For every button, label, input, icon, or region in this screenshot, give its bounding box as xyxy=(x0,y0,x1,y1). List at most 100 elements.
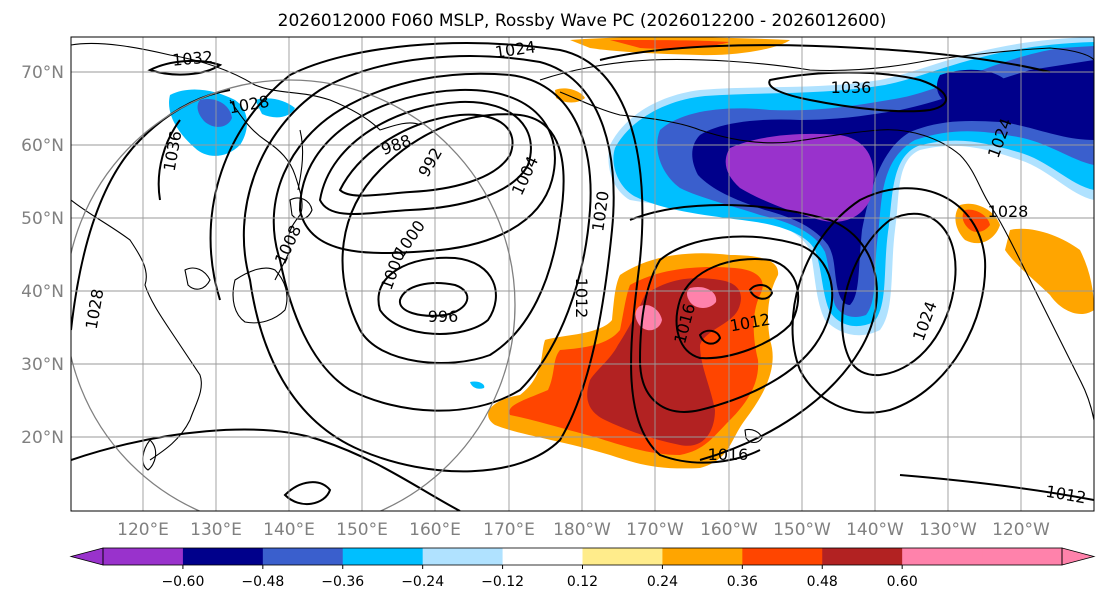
colorbar-tick-label: 0.24 xyxy=(647,574,678,590)
lon-label: 180°W xyxy=(553,520,611,540)
anomaly-fill-neg-048 xyxy=(692,60,1094,305)
lat-label: 30°N xyxy=(21,355,64,375)
coastline-taiwan xyxy=(142,439,157,471)
isobar-1036-alaska xyxy=(768,71,947,113)
map-title: 2026012000 F060 MSLP, Rossby Wave PC (20… xyxy=(278,11,887,31)
positive-anomaly-region xyxy=(488,37,1094,469)
colorbar-tick-label: −0.36 xyxy=(321,574,364,590)
graticule xyxy=(71,37,1094,511)
colorbar: −0.60 −0.48 −0.36 −0.24 −0.12 0.12 0.24 0.36 0.4… xyxy=(69,547,1096,590)
lat-label: 40°N xyxy=(21,282,64,302)
isobar-label: 1028 xyxy=(988,202,1029,221)
isobar-988 xyxy=(338,113,514,197)
latitude-labels: 70°N 60°N 50°N 40°N 30°N 20°N xyxy=(21,63,64,448)
isobar-label: 1016 xyxy=(708,445,749,464)
anomaly-fill-coast-b xyxy=(962,209,990,232)
coastline-north-america-west xyxy=(989,204,1094,421)
map-frame xyxy=(70,36,1095,512)
lon-label: 140°E xyxy=(263,520,315,540)
isobar-1012-southeast xyxy=(899,474,1094,501)
isobar-1000-south xyxy=(377,256,497,335)
isobar-1024-east xyxy=(841,212,957,377)
anomaly-fill-060-b xyxy=(687,286,717,308)
colorbar-segment xyxy=(822,548,903,565)
colorbar-segment xyxy=(262,548,344,565)
colorbar-segment xyxy=(582,548,663,565)
isobar-label: 996 xyxy=(428,307,459,326)
isobar-1024-north xyxy=(599,44,1051,73)
coastline-alaska-north xyxy=(539,47,1094,81)
coastline-siberia-north xyxy=(71,42,421,131)
coastline-sakhalin xyxy=(297,129,304,191)
colorbar-segment xyxy=(742,548,823,565)
colorbar-segment xyxy=(982,548,1063,565)
isobar-996 xyxy=(398,282,469,317)
isobar-1012-ring-b xyxy=(748,284,774,300)
colorbar-segment xyxy=(662,548,743,565)
map-panel: 1032 1024 1028 1036 988 992 1004 1020 10… xyxy=(71,37,1094,511)
lon-label: 120°E xyxy=(117,520,169,540)
isobar-1008 xyxy=(272,72,592,412)
anomaly-fill-neg-dot xyxy=(470,381,485,389)
isobar-1016-small xyxy=(283,481,332,505)
isobar-1016-west xyxy=(209,42,761,464)
isobar-1020-east xyxy=(791,187,987,414)
colorbar-tick-label: 0.36 xyxy=(727,574,758,590)
colorbar-tick-label: −0.12 xyxy=(481,574,524,590)
isobar-labels: 1032 1024 1028 1036 988 992 1004 1020 10… xyxy=(82,37,1088,507)
isobar-1032-west xyxy=(147,59,223,76)
colorbar-upper-extend xyxy=(1061,547,1096,566)
isobar-1036-west xyxy=(157,119,181,201)
anomaly-fill-neg-060 xyxy=(725,133,874,222)
anomaly-fill-neg-siberia-b xyxy=(255,98,295,118)
longitude-labels: 120°E 130°E 140°E 150°E 160°E 170°E 180°… xyxy=(117,520,1050,540)
anomaly-fill-048 xyxy=(587,278,741,446)
coastline-alaska-south xyxy=(559,91,991,206)
lon-label: 120°W xyxy=(992,520,1050,540)
colorbar-segment xyxy=(103,548,184,565)
colorbar-segment xyxy=(422,548,504,565)
lat-label: 60°N xyxy=(21,136,64,156)
lon-label: 170°E xyxy=(483,520,535,540)
colorbar-tick-label: 0.48 xyxy=(807,574,838,590)
colorbar-tick-label: −0.60 xyxy=(161,574,204,590)
colorbar-segment xyxy=(902,548,983,565)
isobar-1016-east xyxy=(638,235,834,413)
colorbar-tick-label: −0.24 xyxy=(401,574,444,590)
lon-label: 150°W xyxy=(773,520,831,540)
lon-label: 170°W xyxy=(626,520,684,540)
anomaly-fill-neg-048-b xyxy=(936,69,1010,109)
lat-label: 70°N xyxy=(21,63,64,83)
isobar-label: 1036 xyxy=(831,78,872,97)
colorbar-segment xyxy=(502,548,583,565)
lat-label: 50°N xyxy=(21,209,64,229)
colorbar-segment xyxy=(342,548,424,565)
lon-label: 130°E xyxy=(190,520,242,540)
colorbar-lower-extend xyxy=(69,547,104,566)
colorbar-tick-label: 0.12 xyxy=(567,574,598,590)
isobar-1000-north xyxy=(298,88,556,255)
colorbar-tick-label: 0.60 xyxy=(887,574,918,590)
negative-anomaly-region xyxy=(169,37,1094,389)
lat-label: 20°N xyxy=(21,428,64,448)
isobar-992 xyxy=(318,100,532,215)
isobar-1012-east xyxy=(675,258,800,360)
lon-label: 130°W xyxy=(919,520,977,540)
range-circle xyxy=(71,79,516,511)
coastline-hawaii xyxy=(744,428,763,444)
lon-label: 140°W xyxy=(846,520,904,540)
anomaly-fill-coast-c xyxy=(1005,228,1094,315)
isobar-1012-ring-a xyxy=(698,329,722,345)
isobar-label: 1032 xyxy=(171,47,213,69)
coastline-east-asia xyxy=(71,199,202,461)
colorbar-segment xyxy=(182,548,264,565)
lon-label: 160°W xyxy=(700,520,758,540)
colorbar-tick-label: −0.48 xyxy=(241,574,284,590)
lon-label: 160°E xyxy=(409,520,461,540)
anomaly-fill-neg-siberia-core xyxy=(197,98,232,127)
coastline-japan-honshu xyxy=(232,267,288,324)
coastline-korea xyxy=(184,267,211,290)
isobar-label: 1012 xyxy=(572,278,591,319)
isobar-1012-west xyxy=(242,55,615,473)
